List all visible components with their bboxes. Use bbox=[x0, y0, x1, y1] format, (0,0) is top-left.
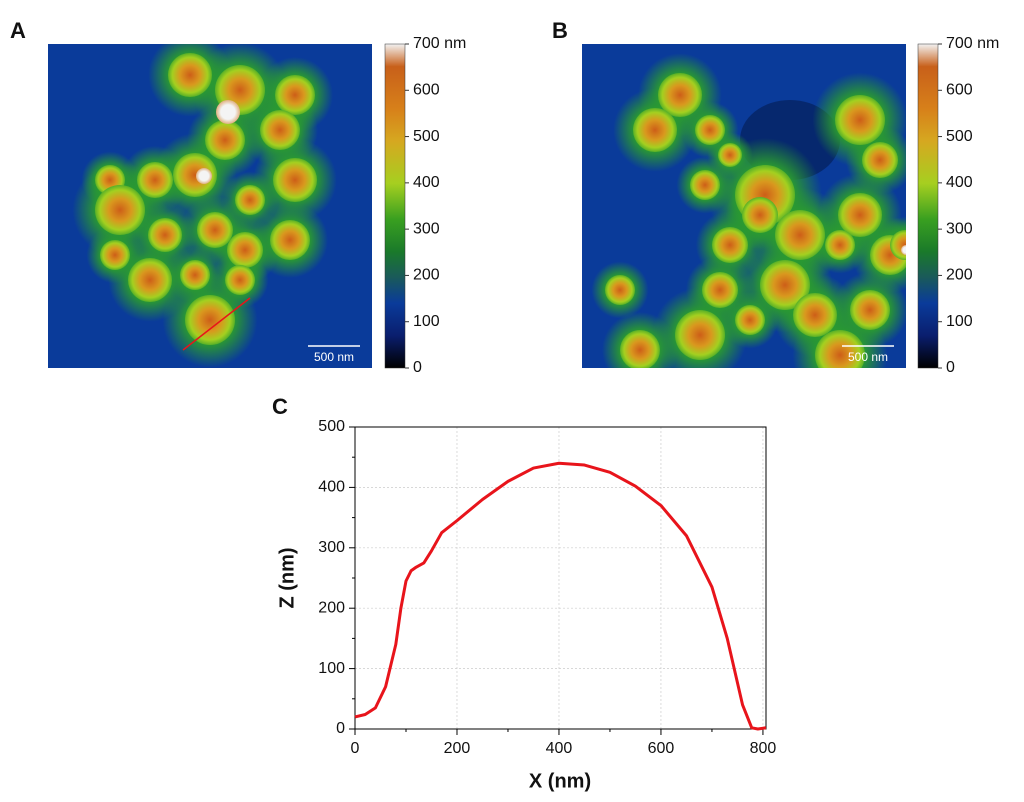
particle bbox=[675, 310, 725, 360]
colorbar-tick-label: 700 nm bbox=[413, 35, 466, 52]
particle bbox=[260, 110, 300, 150]
y-tick-label: 200 bbox=[318, 599, 345, 616]
profile-line bbox=[182, 297, 251, 351]
particle bbox=[712, 227, 748, 263]
particle bbox=[95, 185, 145, 235]
panel-label: A bbox=[10, 18, 26, 43]
y-tick-label: 400 bbox=[318, 479, 345, 496]
particle bbox=[148, 218, 182, 252]
particle bbox=[180, 260, 210, 290]
particle bbox=[605, 275, 635, 305]
particle bbox=[137, 162, 173, 198]
colorbar bbox=[917, 43, 939, 369]
particle bbox=[702, 272, 738, 308]
particle bbox=[718, 143, 742, 167]
particle bbox=[275, 75, 315, 115]
colorbar-tick-label: 700 nm bbox=[946, 35, 999, 52]
x-tick-label: 800 bbox=[750, 740, 777, 757]
particle bbox=[838, 193, 882, 237]
particle bbox=[825, 230, 855, 260]
y-tick-label: 300 bbox=[318, 539, 345, 556]
y-tick-label: 500 bbox=[318, 418, 345, 435]
particle bbox=[793, 293, 837, 337]
particle bbox=[835, 95, 885, 145]
particle-peak bbox=[901, 245, 906, 255]
particle bbox=[735, 305, 765, 335]
x-axis-label: X (nm) bbox=[529, 770, 591, 792]
colorbar-tick-label: 400 bbox=[946, 174, 973, 191]
x-tick-label: 0 bbox=[351, 740, 360, 757]
particle bbox=[197, 212, 233, 248]
afm-image bbox=[582, 44, 906, 368]
particle bbox=[173, 153, 217, 197]
afm-image bbox=[48, 44, 372, 368]
particle bbox=[890, 230, 906, 260]
colorbar-tick-label: 600 bbox=[413, 82, 440, 99]
colorbar-tick-label: 200 bbox=[946, 267, 973, 284]
colorbar bbox=[384, 43, 406, 369]
y-tick-label: 100 bbox=[318, 660, 345, 677]
colorbar-tick-label: 500 bbox=[413, 128, 440, 145]
particle bbox=[185, 295, 235, 345]
y-axis-label: Z (nm) bbox=[276, 547, 298, 608]
colorbar-tick-label: 400 bbox=[413, 174, 440, 191]
x-tick-label: 200 bbox=[444, 740, 471, 757]
colorbar-tick-label: 100 bbox=[413, 313, 440, 330]
panel-label: B bbox=[552, 18, 568, 43]
particle bbox=[760, 260, 810, 310]
particle bbox=[742, 197, 778, 233]
panel-label: C bbox=[272, 394, 288, 419]
particle bbox=[168, 53, 212, 97]
y-tick-label: 0 bbox=[336, 720, 345, 737]
colorbar-tick-label: 100 bbox=[946, 313, 973, 330]
particle bbox=[620, 330, 660, 368]
colorbar-tick-label: 600 bbox=[946, 82, 973, 99]
particle bbox=[128, 258, 172, 302]
colorbar-tick-label: 300 bbox=[413, 220, 440, 237]
colorbar-tick-label: 500 bbox=[946, 128, 973, 145]
x-tick-label: 600 bbox=[648, 740, 675, 757]
particle bbox=[633, 108, 677, 152]
colorbar-tick-label: 0 bbox=[946, 359, 955, 376]
plot-frame bbox=[354, 426, 767, 730]
particle bbox=[862, 142, 898, 178]
particle bbox=[815, 330, 865, 368]
scale-bar-label: 500 nm bbox=[314, 350, 354, 364]
scale-bar-label: 500 nm bbox=[848, 350, 888, 364]
particle bbox=[850, 290, 890, 330]
particle-peak bbox=[196, 168, 212, 184]
particle bbox=[270, 220, 310, 260]
particle bbox=[205, 120, 245, 160]
particle bbox=[100, 240, 130, 270]
data-line bbox=[354, 461, 767, 731]
particle bbox=[225, 265, 255, 295]
particle bbox=[695, 115, 725, 145]
particle bbox=[273, 158, 317, 202]
colorbar-tick-label: 200 bbox=[413, 267, 440, 284]
colorbar-tick-label: 300 bbox=[946, 220, 973, 237]
particle bbox=[227, 232, 263, 268]
particle bbox=[658, 73, 702, 117]
particle-peak bbox=[216, 100, 240, 124]
colorbar-tick-label: 0 bbox=[413, 359, 422, 376]
particle bbox=[235, 185, 265, 215]
particle bbox=[775, 210, 825, 260]
particle bbox=[690, 170, 720, 200]
x-tick-label: 400 bbox=[546, 740, 573, 757]
